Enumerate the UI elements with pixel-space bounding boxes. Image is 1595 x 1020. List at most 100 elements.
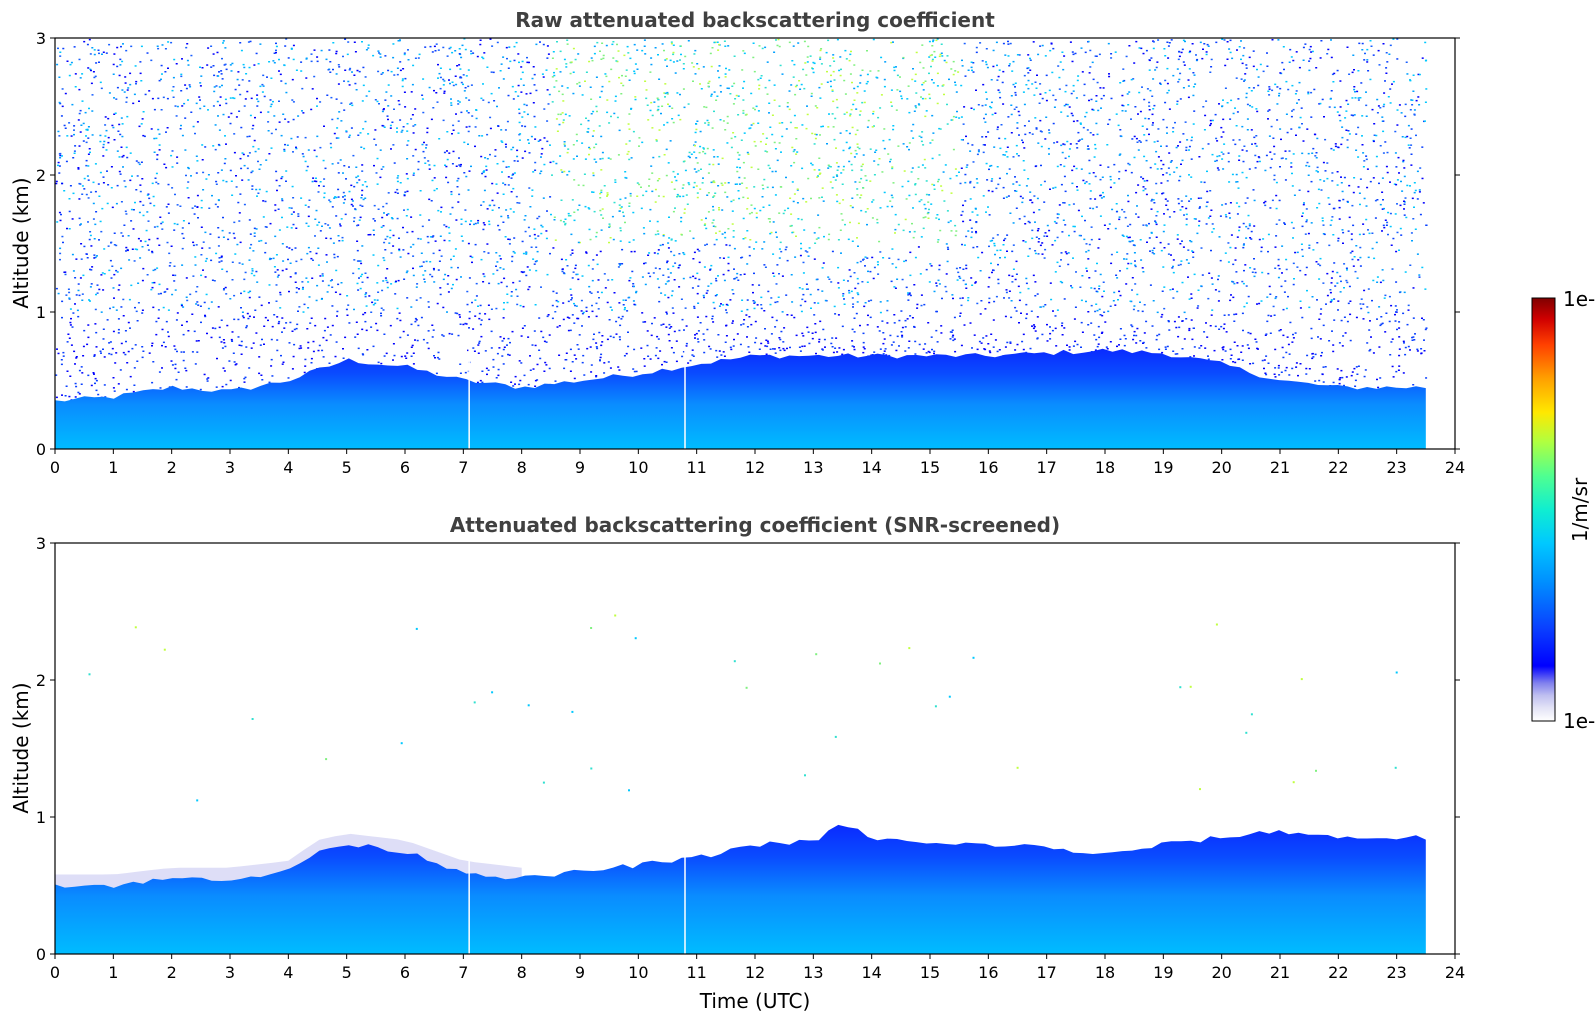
panel-raw-noise-speck (275, 45, 278, 48)
panel-raw-noise-speck (229, 64, 232, 66)
panel-raw-noise-speck (482, 273, 485, 275)
panel-raw-noise-speck (108, 352, 111, 355)
panel-raw-noise-speck (1095, 55, 1098, 57)
panel-raw-noise-speck (601, 341, 604, 343)
panel-raw-noise-speck (1320, 355, 1323, 357)
panel-raw-noise-speck (382, 166, 385, 168)
panel-raw-noise-speck (764, 328, 766, 330)
panel-raw-noise-speck (1403, 203, 1406, 205)
panel-raw-noise-speck (421, 98, 424, 100)
panel-raw-noise-speck (581, 312, 584, 315)
panel-raw-noise-speck (1353, 177, 1356, 179)
panel-raw-noise-speck (509, 60, 512, 63)
panel-raw-noise-speck (168, 265, 171, 267)
panel-raw-noise-speck (1357, 70, 1360, 72)
panel-raw-noise-speck (1036, 197, 1039, 200)
panel-raw-noise-speck (136, 320, 139, 322)
panel-raw-noise-speck (432, 235, 435, 237)
panel-raw-noise-speck (563, 367, 566, 370)
panel-raw-noise-speck (55, 396, 58, 399)
panel-raw-noise-speck (292, 58, 295, 61)
panel-raw-noise-speck (1395, 183, 1398, 186)
panel-raw-noise-speck (941, 55, 944, 57)
panel-raw-noise-speck (89, 68, 92, 71)
panel-raw-noise-speck (691, 354, 694, 356)
panel-raw-noise-speck (1018, 114, 1021, 117)
panel-raw-noise-speck (180, 124, 182, 127)
panel-raw-noise-speck (106, 319, 109, 321)
panel-raw-noise-speck (398, 249, 401, 252)
panel-raw-noise-speck (952, 148, 955, 151)
panel-raw-noise-speck (298, 347, 301, 350)
panel-raw-noise-speck (115, 309, 118, 311)
panel-raw-noise-speck (485, 165, 488, 168)
panel-raw-noise-speck (556, 41, 558, 43)
panel-raw-noise-speck (1291, 341, 1294, 343)
panel-raw-noise-speck (78, 369, 81, 372)
panel-raw-noise-speck (331, 305, 334, 307)
panel-raw-noise-speck (78, 88, 81, 91)
panel-raw-noise-speck (322, 336, 325, 339)
panel-raw-noise-speck (1209, 325, 1212, 327)
panel-raw-noise-speck (822, 328, 825, 331)
panel-raw-noise-speck (725, 309, 727, 311)
panel-raw-noise-speck (930, 203, 933, 205)
panel-raw-noise-speck (1145, 193, 1148, 196)
panel-raw-noise-speck (253, 139, 256, 142)
panel-raw-noise-speck (486, 373, 488, 376)
panel-raw-noise-speck (264, 242, 267, 244)
panel-raw-noise-speck (862, 258, 865, 260)
panel-raw-noise-speck (838, 347, 841, 349)
panel-raw-noise-speck (522, 84, 525, 86)
panel-raw-noise-speck (240, 307, 242, 309)
panel-raw-noise-speck (155, 181, 158, 184)
panel-raw-noise-speck (866, 80, 869, 83)
panel-raw-noise-speck (891, 248, 894, 250)
panel-raw-noise-speck (650, 101, 653, 104)
panel-raw-noise-speck (364, 295, 367, 298)
panel-raw-noise-speck (1178, 179, 1181, 182)
panel-raw-noise-speck (1034, 252, 1037, 255)
panel-raw-noise-speck (1318, 202, 1321, 205)
panel-raw-noise-speck (866, 50, 868, 52)
panel-raw-noise-speck (124, 76, 127, 78)
panel-raw-noise-speck (807, 255, 810, 257)
panel-raw-noise-speck (527, 383, 530, 386)
panel-raw-noise-speck (1207, 358, 1210, 360)
panel-raw-noise-speck (399, 61, 402, 63)
panel-raw-noise-speck (1279, 72, 1282, 74)
panel-raw-noise-speck (364, 272, 367, 274)
panel-raw-noise-speck (568, 317, 571, 319)
panel-raw-noise-speck (1017, 110, 1020, 113)
panel-raw-noise-speck (1004, 237, 1007, 240)
panel-raw-noise-speck (217, 306, 220, 308)
panel-raw-noise-speck (497, 282, 500, 285)
panel-raw-noise-speck (1354, 385, 1357, 387)
panel-raw-noise-speck (119, 58, 122, 61)
panel-raw-noise-speck (1168, 152, 1171, 154)
panel-raw-noise-speck (140, 123, 143, 125)
panel-raw-noise-speck (1236, 236, 1239, 238)
panel-raw-noise-speck (1015, 190, 1018, 192)
panel-raw-noise-speck (1331, 270, 1334, 273)
panel-raw-noise-speck (549, 161, 552, 164)
panel-raw-noise-speck (74, 145, 77, 147)
panel-raw-noise-speck (325, 254, 328, 256)
panel-raw-noise-speck (480, 204, 483, 206)
panel-raw-noise-speck (1387, 96, 1390, 98)
panel-raw-noise-speck (81, 293, 84, 295)
panel-raw-noise-speck (153, 226, 156, 228)
panel-raw-noise-speck (727, 228, 730, 230)
panel-raw-noise-speck (891, 205, 894, 208)
panel-raw-noise-speck (467, 130, 470, 133)
panel-raw-noise-speck (552, 290, 555, 293)
panel-raw-noise-speck (804, 62, 807, 64)
panel-raw-noise-speck (1424, 328, 1427, 331)
panel-raw-noise-speck (1181, 348, 1184, 350)
panel-raw-noise-speck (931, 54, 933, 56)
panel-raw-noise-speck (915, 51, 918, 54)
panel-raw-noise-speck (1110, 57, 1113, 59)
panel-raw-noise-speck (1229, 51, 1232, 54)
panel-raw-noise-speck (753, 272, 755, 275)
panel-raw-noise-speck (658, 155, 661, 158)
